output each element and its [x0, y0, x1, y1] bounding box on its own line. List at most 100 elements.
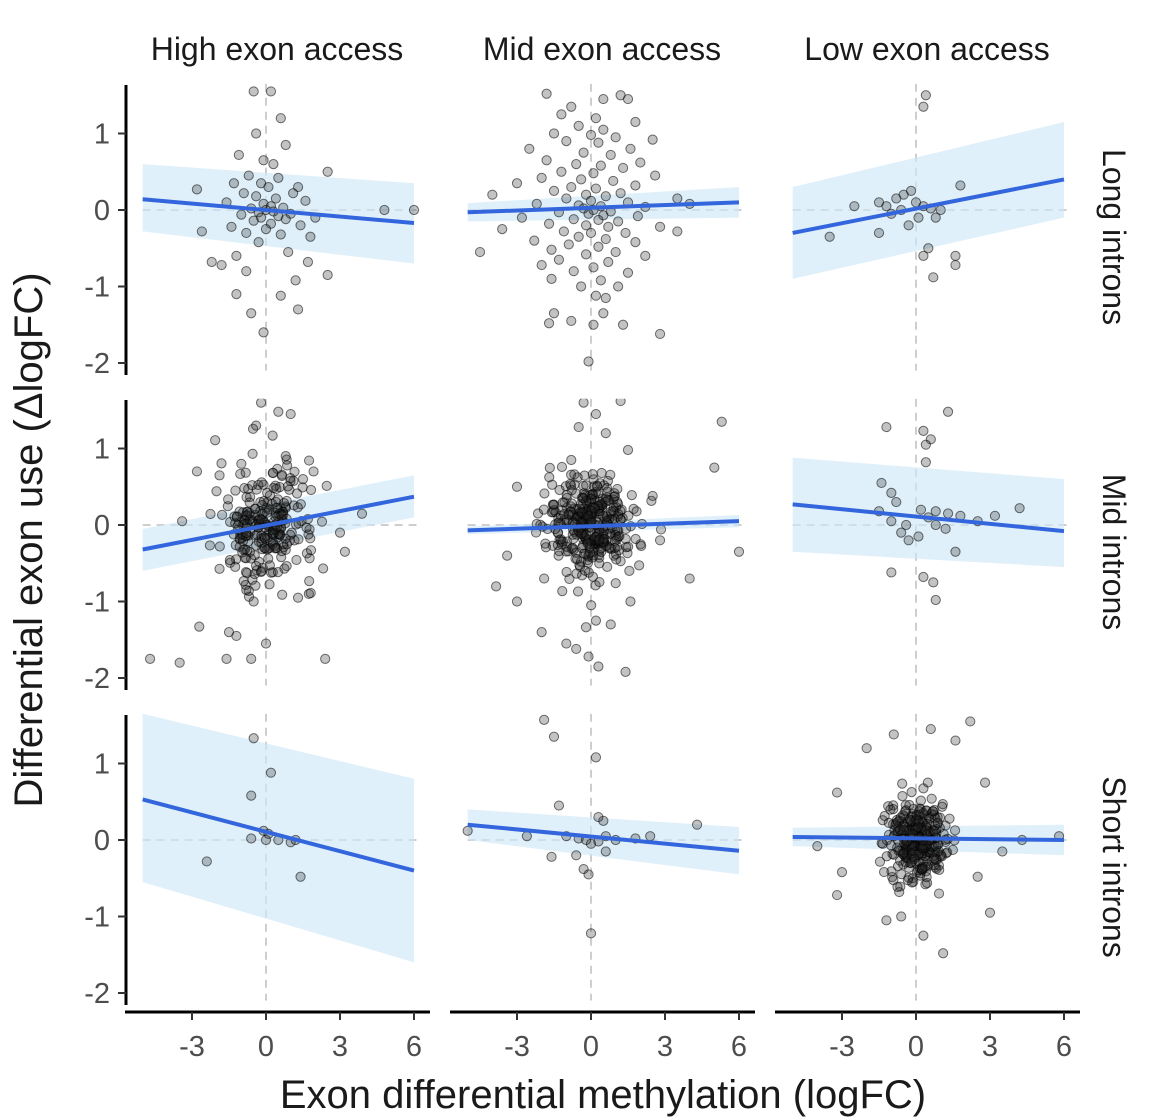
data-point	[543, 218, 555, 229]
data-point	[590, 183, 602, 194]
data-point	[322, 166, 333, 177]
data-point	[214, 541, 225, 552]
data-point	[625, 596, 636, 607]
data-point	[305, 587, 316, 599]
data-point	[594, 576, 605, 588]
data-point	[733, 546, 745, 557]
data-point	[536, 627, 547, 638]
data-point	[573, 421, 584, 433]
data-point	[536, 259, 547, 271]
data-point	[249, 568, 260, 580]
data-point	[243, 483, 254, 495]
data-point	[885, 804, 896, 815]
data-point	[605, 469, 616, 480]
data-point	[836, 867, 848, 878]
data-point	[878, 866, 890, 878]
data-point	[174, 657, 185, 668]
data-point	[881, 421, 892, 433]
data-point	[930, 506, 941, 517]
data-point	[487, 189, 498, 200]
data-point	[588, 319, 599, 330]
data-point	[546, 244, 557, 255]
data-point	[282, 481, 293, 492]
data-point	[883, 817, 894, 828]
data-point	[244, 546, 255, 558]
data-point	[221, 653, 232, 664]
data-point	[600, 846, 611, 857]
panel-4	[467, 398, 745, 686]
regression-line	[792, 502, 1065, 534]
data-point	[593, 137, 604, 148]
data-point	[539, 714, 550, 725]
data-point	[612, 483, 623, 495]
data-point	[292, 304, 304, 315]
data-point	[593, 661, 604, 672]
data-point	[630, 180, 641, 191]
data-point	[571, 643, 582, 655]
data-point	[339, 546, 351, 557]
x-tick-label: 0	[908, 1031, 924, 1063]
data-point	[144, 653, 156, 664]
data-point	[292, 502, 303, 513]
data-point	[292, 592, 304, 603]
data-point	[896, 869, 907, 880]
regression-line	[142, 797, 415, 873]
data-point	[573, 120, 584, 131]
data-point	[586, 493, 597, 504]
y-tick-label: -2	[84, 348, 110, 380]
data-point	[576, 281, 587, 292]
data-point	[536, 172, 547, 183]
regression-line	[142, 197, 415, 225]
data-point	[566, 498, 577, 509]
data-point	[548, 731, 560, 742]
data-point	[228, 178, 240, 189]
data-point	[989, 510, 1001, 521]
data-point	[273, 406, 284, 417]
data-point	[575, 498, 587, 509]
data-point	[210, 435, 221, 446]
data-point	[529, 235, 540, 246]
data-point	[654, 221, 666, 232]
row-header-1: Mid introns	[1096, 474, 1132, 631]
data-point	[224, 554, 235, 566]
data-point	[214, 563, 225, 574]
data-point	[620, 666, 631, 677]
data-point	[632, 211, 643, 222]
data-point	[265, 767, 277, 778]
data-point	[599, 533, 610, 544]
x-tick-label: -3	[179, 1031, 205, 1063]
y-axis-title: Differential exon use (ΔlogFC)	[7, 272, 51, 807]
data-point	[491, 581, 502, 592]
data-point	[918, 571, 929, 583]
data-point	[281, 460, 293, 471]
data-point	[892, 881, 903, 893]
data-point	[617, 162, 629, 174]
data-point	[248, 86, 259, 97]
data-point	[177, 516, 188, 527]
data-point	[532, 508, 544, 519]
data-point	[268, 159, 279, 170]
panel-8	[792, 713, 1067, 1001]
data-point	[321, 480, 332, 491]
data-point	[645, 831, 656, 842]
data-point	[918, 930, 929, 941]
data-point	[624, 565, 635, 576]
data-point	[231, 250, 242, 261]
data-point	[598, 93, 609, 105]
data-point	[206, 256, 217, 268]
data-point	[915, 795, 927, 806]
data-point	[241, 584, 252, 596]
data-point	[223, 494, 234, 505]
data-point	[640, 250, 651, 261]
data-point	[303, 455, 315, 466]
x-tick-label: 3	[982, 1031, 998, 1063]
data-point	[585, 928, 597, 939]
data-point	[588, 168, 599, 179]
data-point	[873, 227, 885, 239]
data-point	[581, 530, 592, 541]
data-point	[204, 540, 215, 551]
panel-3	[142, 398, 417, 686]
data-point	[635, 157, 646, 168]
data-point	[264, 579, 275, 590]
data-point	[580, 220, 592, 231]
